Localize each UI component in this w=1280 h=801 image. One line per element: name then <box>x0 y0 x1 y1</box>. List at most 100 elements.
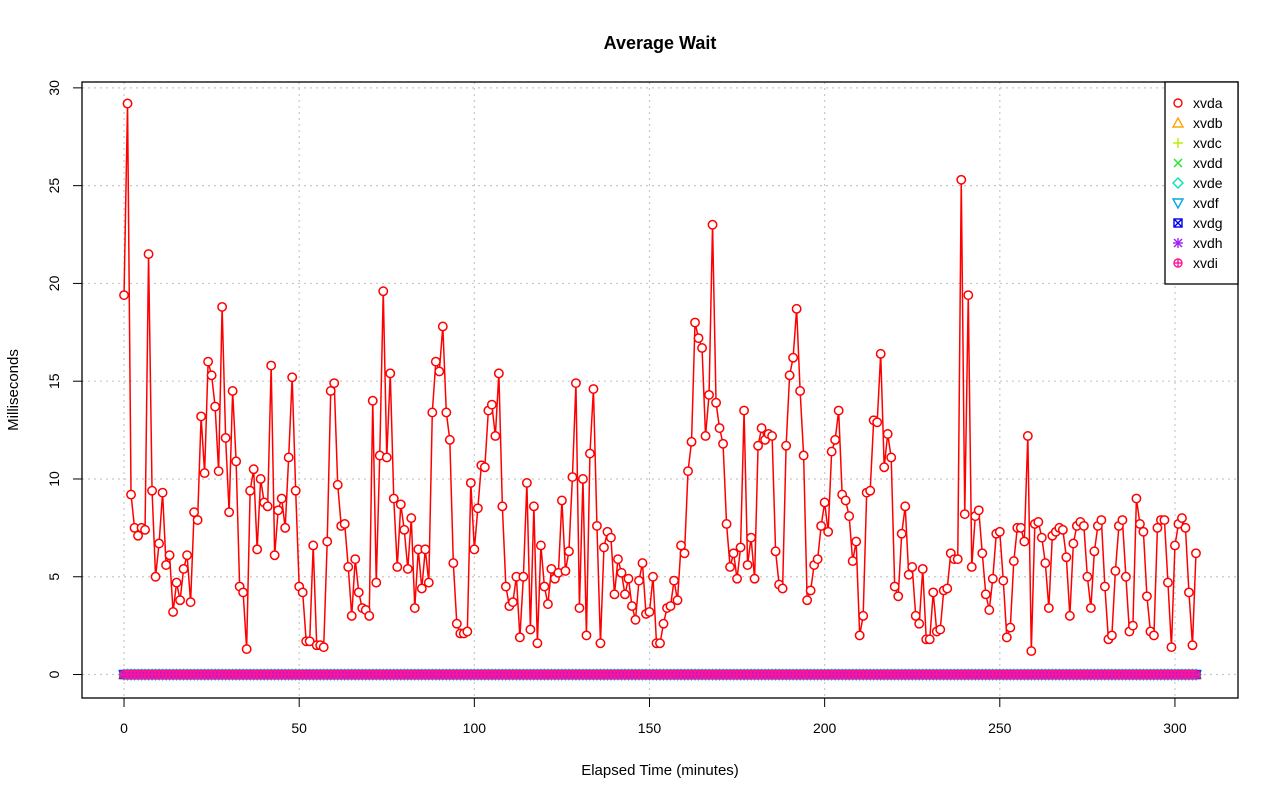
point-xvda-300 <box>1169 540 1180 551</box>
point-xvda-275 <box>1082 571 1093 582</box>
point-xvda-81 <box>402 563 413 574</box>
point-xvda-117 <box>528 501 539 512</box>
point-xvda-280 <box>1099 581 1110 592</box>
point-xvda-19 <box>185 597 196 608</box>
point-xvda-190 <box>784 370 795 381</box>
point-xvda-28 <box>217 301 228 312</box>
point-xvda-129 <box>570 378 581 389</box>
point-xvda-77 <box>388 493 399 504</box>
x-tick-label-2: 100 <box>463 720 487 736</box>
point-xvda-174 <box>728 548 739 559</box>
point-xvda-87 <box>423 577 434 588</box>
point-xvda-32 <box>231 456 242 467</box>
point-xvda-303 <box>1180 522 1191 533</box>
point-xvda-203 <box>830 434 841 445</box>
point-xvda-90 <box>434 366 445 377</box>
point-xvda-191 <box>788 352 799 363</box>
point-xvda-219 <box>886 452 897 463</box>
legend-marker-xvdf <box>1171 198 1185 210</box>
point-xvda-64 <box>343 562 354 572</box>
legend-marker-xvdg <box>1173 218 1183 228</box>
point-xvda-202 <box>826 446 837 457</box>
point-xvda-298 <box>1162 577 1173 588</box>
point-xvda-244 <box>973 505 984 516</box>
point-xvda-263 <box>1040 558 1051 569</box>
y-tick-label-2: 10 <box>46 471 62 487</box>
point-xvda-161 <box>683 466 693 477</box>
point-xvda-288 <box>1127 620 1138 631</box>
point-xvda-215 <box>872 417 883 428</box>
point-xvda-65 <box>346 610 357 621</box>
point-xvda-11 <box>157 487 168 498</box>
point-xvdi-306 <box>1191 669 1201 680</box>
point-xvda-290 <box>1134 519 1145 529</box>
point-xvda-27 <box>213 466 224 477</box>
point-xvda-233 <box>935 624 946 635</box>
point-xvda-142 <box>616 567 627 578</box>
point-xvda-46 <box>280 522 291 533</box>
point-xvda-259 <box>1026 646 1037 657</box>
point-xvda-269 <box>1061 552 1072 563</box>
point-xvda-204 <box>833 405 844 416</box>
point-xvda-86 <box>420 544 431 555</box>
point-xvda-154 <box>658 618 669 629</box>
legend-marker-xvdi <box>1173 258 1183 268</box>
point-xvda-148 <box>637 558 648 569</box>
point-xvda-164 <box>693 333 704 344</box>
point-xvda-181 <box>753 440 764 451</box>
zero-series-group <box>117 668 1203 681</box>
legend-label-xvdi: xvdi <box>1193 255 1218 271</box>
point-xvda-98 <box>462 626 473 637</box>
point-xvda-134 <box>588 384 599 394</box>
point-xvda-192 <box>791 303 802 314</box>
point-xvda-282 <box>1106 630 1117 641</box>
point-xvda-10 <box>154 538 165 549</box>
point-xvda-299 <box>1166 642 1177 653</box>
point-xvda-261 <box>1033 517 1044 527</box>
point-xvda-15 <box>171 577 182 588</box>
point-xvda-20 <box>189 507 200 518</box>
point-xvda-210 <box>854 630 865 641</box>
point-xvda-207 <box>844 511 855 522</box>
chart-title: Average Wait <box>604 33 717 53</box>
point-xvda-133 <box>584 448 595 459</box>
point-xvda-230 <box>924 634 935 645</box>
point-xvda-71 <box>367 395 378 406</box>
legend-label-xvdc: xvdc <box>1193 135 1222 151</box>
point-xvda-246 <box>980 589 991 600</box>
legend-label-xvdb: xvdb <box>1193 115 1223 131</box>
point-xvda-92 <box>441 407 452 418</box>
point-xvda-274 <box>1078 520 1089 531</box>
point-xvda-93 <box>444 434 455 445</box>
point-xvda-2 <box>126 489 136 500</box>
legend-label-xvdd: xvdd <box>1193 155 1223 171</box>
x-tick-label-4: 200 <box>813 720 837 736</box>
point-xvda-83 <box>409 603 420 613</box>
point-xvda-222 <box>896 528 907 539</box>
point-xvda-167 <box>704 389 714 400</box>
point-xvda-139 <box>606 532 616 543</box>
point-xvda-169 <box>711 397 721 408</box>
point-xvda-162 <box>686 436 697 447</box>
point-xvda-17 <box>178 563 189 574</box>
point-xvda-165 <box>697 343 707 353</box>
point-xvda-114 <box>518 571 529 582</box>
point-xvda-103 <box>479 462 490 473</box>
point-xvda-254 <box>1008 556 1019 567</box>
point-xvda-89 <box>430 356 441 367</box>
point-xvda-57 <box>318 642 329 653</box>
point-xvda-251 <box>998 575 1009 586</box>
point-xvda-289 <box>1131 493 1142 504</box>
point-xvda-225 <box>907 562 918 572</box>
point-xvda-286 <box>1120 571 1131 582</box>
point-xvda-35 <box>241 644 252 655</box>
point-xvda-58 <box>322 536 333 547</box>
legend-marker-xvdb <box>1171 116 1185 128</box>
point-xvda-42 <box>266 360 277 371</box>
point-xvda-297 <box>1159 515 1170 525</box>
point-xvda-70 <box>364 610 375 621</box>
point-xvda-47 <box>283 452 294 463</box>
point-xvda-153 <box>655 638 665 649</box>
point-xvda-9 <box>150 571 161 582</box>
point-xvda-106 <box>490 431 501 441</box>
